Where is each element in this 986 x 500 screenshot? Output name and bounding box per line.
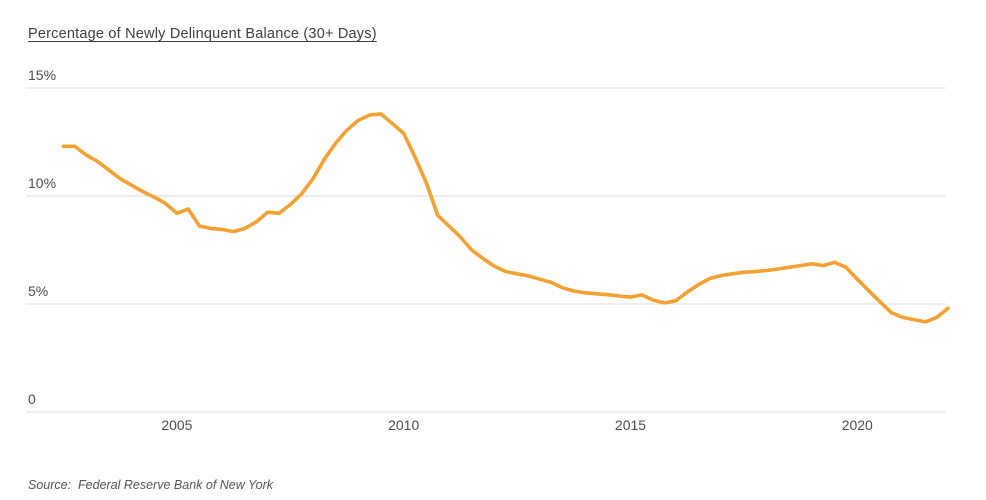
y-axis-tick-label: 0 bbox=[28, 391, 36, 407]
x-axis-tick-label: 2015 bbox=[615, 417, 646, 433]
delinquency-series-line bbox=[61, 112, 950, 324]
x-axis-tick-label: 2010 bbox=[388, 417, 419, 433]
x-axis-tick-label: 2020 bbox=[842, 417, 873, 433]
source-note: Source: Federal Reserve Bank of New York bbox=[28, 478, 274, 492]
y-axis-tick-label: 15% bbox=[28, 67, 56, 83]
x-axis-tick-label: 2005 bbox=[161, 417, 192, 433]
y-axis-tick-label: 10% bbox=[28, 175, 56, 191]
y-axis-tick-label: 5% bbox=[28, 283, 48, 299]
chart-title: Percentage of Newly Delinquent Balance (… bbox=[28, 26, 377, 42]
